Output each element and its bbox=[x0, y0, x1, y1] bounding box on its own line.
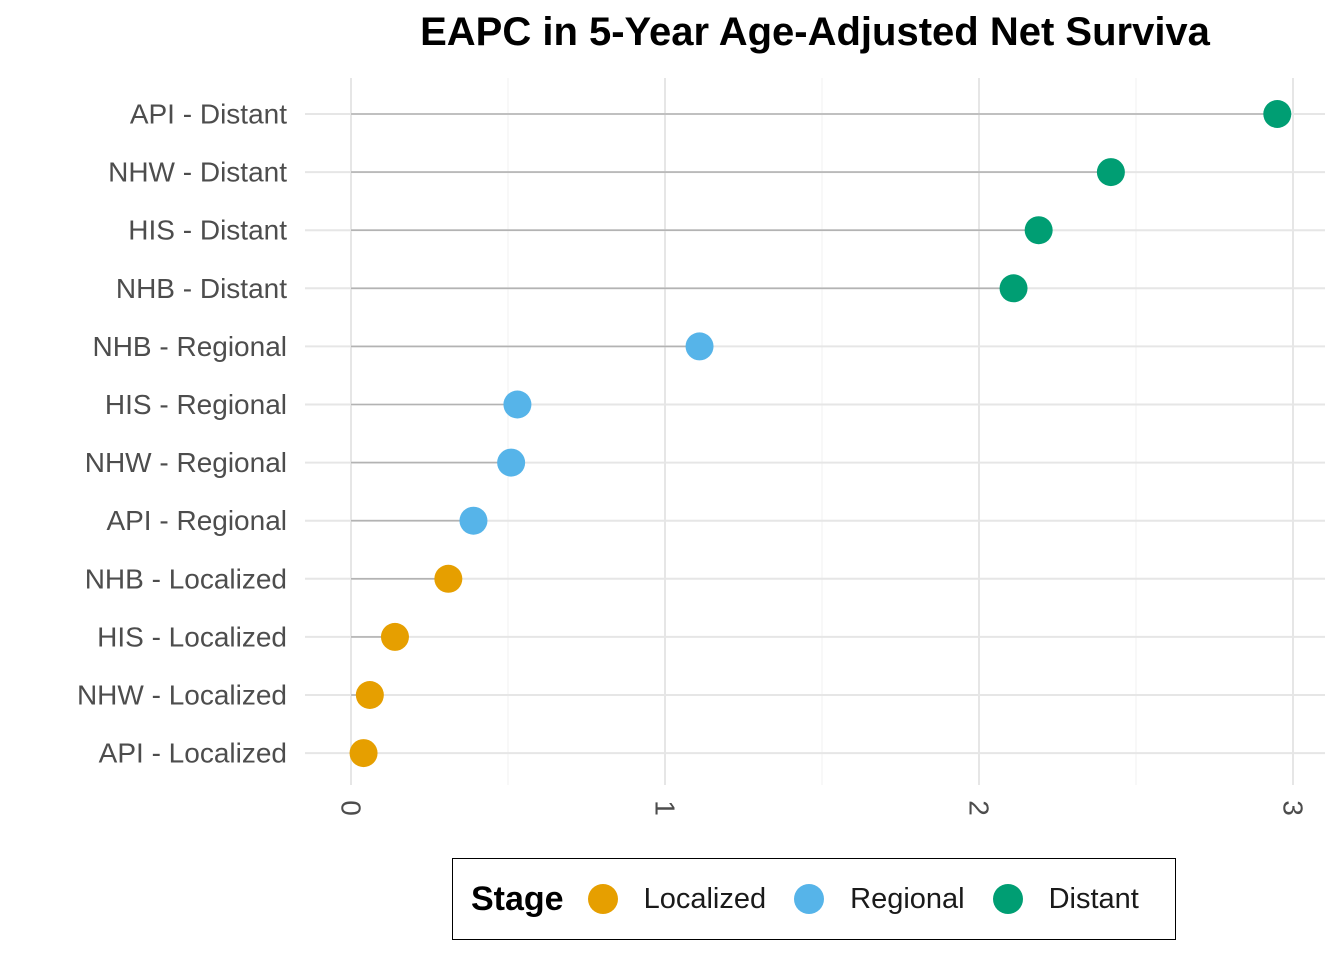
data-point bbox=[355, 681, 384, 709]
data-point bbox=[999, 274, 1028, 303]
y-tick-label: HIS - Distant bbox=[128, 215, 287, 246]
x-tick-label: 2 bbox=[964, 800, 995, 816]
x-tick-label: 3 bbox=[1278, 800, 1309, 816]
legend-dot-localized bbox=[587, 884, 618, 914]
y-tick-label: HIS - Regional bbox=[105, 389, 287, 420]
chart-title: EAPC in 5-Year Age-Adjusted Net Surviva bbox=[420, 10, 1210, 54]
legend-item-distant: Distant bbox=[992, 882, 1139, 916]
data-point bbox=[349, 739, 378, 768]
y-tick-label: API - Localized bbox=[99, 738, 287, 769]
legend-dot-distant bbox=[992, 884, 1023, 914]
legend-label-localized: Localized bbox=[643, 882, 767, 915]
grid-layer bbox=[305, 78, 1325, 785]
legend-dot-regional bbox=[794, 884, 825, 914]
data-point bbox=[1096, 158, 1125, 187]
y-tick-label: NHB - Distant bbox=[116, 273, 287, 304]
legend-label-distant: Distant bbox=[1048, 882, 1139, 915]
y-tick-label: NHW - Localized bbox=[77, 680, 287, 711]
x-tick-label: 1 bbox=[650, 800, 681, 816]
data-point bbox=[1263, 100, 1292, 128]
data-point bbox=[497, 448, 526, 477]
y-tick-label: NHW - Distant bbox=[108, 157, 287, 188]
y-tick-label: NHB - Regional bbox=[92, 331, 287, 362]
points-layer bbox=[349, 100, 1292, 768]
y-tick-label: NHB - Localized bbox=[85, 563, 287, 594]
data-point bbox=[380, 622, 409, 651]
y-tick-labels: API - Distant NHW - Distant HIS - Distant N… bbox=[77, 99, 287, 769]
legend-item-regional: Regional bbox=[794, 882, 965, 916]
legend-item-localized: Localized bbox=[587, 882, 767, 916]
legend-title: Stage bbox=[471, 879, 564, 918]
data-point bbox=[1024, 216, 1053, 245]
legend-label-regional: Regional bbox=[850, 882, 965, 915]
stems-layer bbox=[351, 113, 1278, 754]
x-tick-labels: 0 1 2 3 bbox=[336, 800, 1309, 816]
data-point bbox=[503, 390, 532, 419]
y-tick-label: API - Distant bbox=[130, 99, 287, 130]
data-point bbox=[434, 564, 463, 593]
y-tick-label: API - Regional bbox=[106, 505, 287, 536]
x-tick-label: 0 bbox=[336, 800, 367, 816]
y-tick-label: NHW - Regional bbox=[85, 447, 287, 478]
data-point bbox=[459, 506, 488, 535]
data-point bbox=[685, 332, 714, 361]
y-tick-label: HIS - Localized bbox=[97, 621, 287, 652]
legend: Stage Localized Regional Distant bbox=[452, 858, 1176, 940]
